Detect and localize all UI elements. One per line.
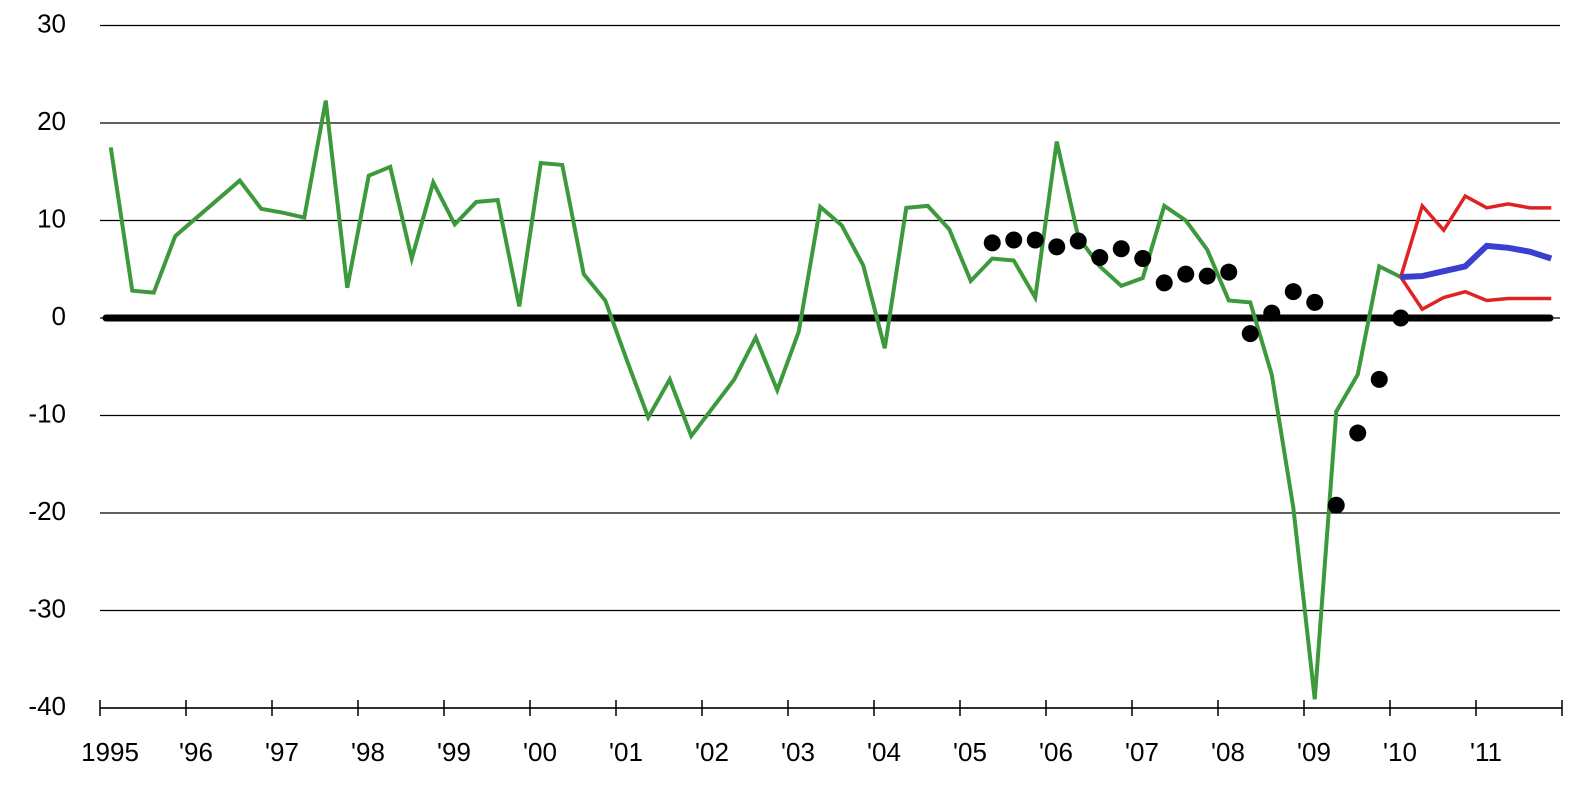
data-point: [1069, 232, 1087, 250]
data-point: [1026, 231, 1044, 249]
data-point: [1306, 293, 1324, 311]
x-tick-label: '01: [609, 737, 643, 767]
y-tick-label: 10: [37, 203, 66, 233]
data-line: [1399, 193, 1552, 278]
x-tick-label: '07: [1125, 737, 1159, 767]
data-point: [1155, 274, 1173, 292]
x-tick-label: '96: [179, 737, 213, 767]
x-tick-label: '97: [265, 737, 299, 767]
y-tick-label: -20: [28, 496, 66, 526]
x-tick-label: 1995: [81, 737, 139, 767]
data-point: [1048, 238, 1066, 256]
data-point: [1284, 283, 1302, 301]
y-tick-label: 30: [37, 8, 66, 38]
x-tick-label: '05: [953, 737, 987, 767]
data-line: [1400, 242, 1553, 281]
x-tick-label: '10: [1383, 737, 1417, 767]
data-point: [1220, 263, 1238, 281]
data-point: [1327, 496, 1345, 514]
data-point: [1091, 249, 1109, 267]
x-tick-label: '04: [867, 737, 901, 767]
data-point: [1134, 250, 1152, 268]
y-tick-label: 20: [37, 106, 66, 136]
data-point: [983, 234, 1001, 252]
x-tick-label: '98: [351, 737, 385, 767]
data-point: [1263, 304, 1281, 322]
y-tick-label: -40: [28, 691, 66, 721]
x-tick-label: '09: [1297, 737, 1331, 767]
data-point: [1005, 231, 1023, 249]
x-tick-label: '02: [695, 737, 729, 767]
data-point: [1349, 424, 1367, 442]
x-tick-label: '00: [523, 737, 557, 767]
data-point: [1241, 325, 1259, 343]
y-tick-label: -10: [28, 398, 66, 428]
data-line: [1399, 276, 1552, 312]
data-point: [1177, 265, 1195, 283]
y-tick-label: -30: [28, 593, 66, 623]
data-point: [1112, 240, 1130, 258]
y-tick-label: 0: [52, 301, 66, 331]
data-line: [108, 100, 1402, 700]
x-tick-label: '03: [781, 737, 815, 767]
data-point: [1370, 370, 1388, 388]
x-tick-label: '99: [437, 737, 471, 767]
data-point: [1392, 309, 1410, 327]
x-tick-label: '06: [1039, 737, 1073, 767]
x-tick-label: '11: [1470, 737, 1502, 767]
x-tick-label: '08: [1211, 737, 1245, 767]
data-point: [1198, 267, 1216, 285]
